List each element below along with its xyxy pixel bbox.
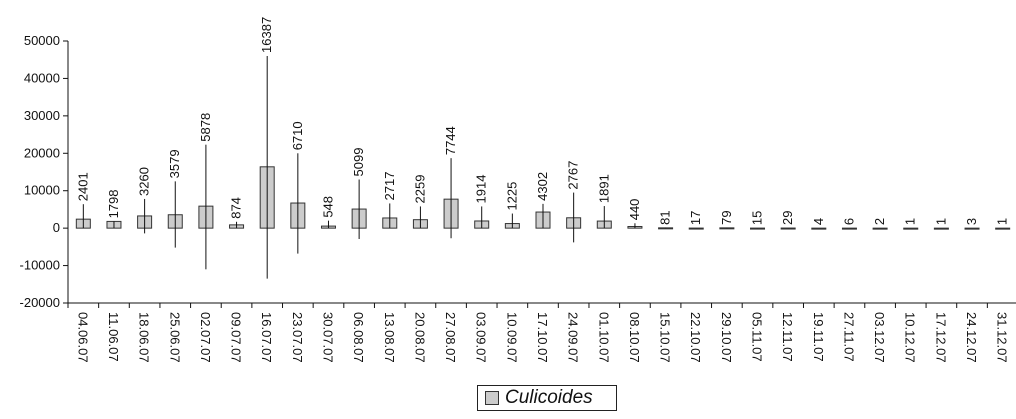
- data-label: 5099: [351, 148, 366, 177]
- y-tick-label: 0: [53, 220, 60, 235]
- data-label: 1: [995, 218, 1010, 225]
- y-tick-label: 20000: [24, 145, 60, 160]
- y-tick-label: 10000: [24, 183, 60, 198]
- data-label: 17: [688, 211, 703, 225]
- bar: [780, 227, 796, 230]
- y-tick-label: -20000: [20, 295, 60, 310]
- bar: [933, 227, 949, 230]
- x-tick-label: 05.11.07: [750, 312, 765, 362]
- data-label: 548: [320, 196, 335, 218]
- x-tick-label: 08.10.07: [627, 312, 642, 363]
- bar: [995, 227, 1011, 230]
- legend-swatch: [485, 391, 499, 405]
- x-tick-label: 03.09.07: [474, 312, 489, 363]
- data-label: 16387: [259, 17, 274, 53]
- bar: [872, 227, 888, 230]
- data-label: 1891: [596, 174, 611, 203]
- data-label: 4302: [535, 172, 550, 201]
- x-tick-label: 06.08.07: [351, 312, 366, 363]
- data-label: 81: [658, 210, 673, 224]
- data-label: 2259: [412, 175, 427, 204]
- y-tick-label: 40000: [24, 70, 60, 85]
- x-tick-label: 03.12.07: [872, 312, 887, 363]
- data-label: 1225: [504, 182, 519, 211]
- data-label: 7744: [443, 126, 458, 155]
- x-tick-label: 23.07.07: [290, 312, 305, 363]
- data-label: 15: [750, 211, 765, 225]
- bar: [811, 227, 827, 230]
- x-tick-label: 31.12.07: [995, 312, 1010, 363]
- x-tick-label: 09.07.07: [229, 312, 244, 363]
- x-tick-label: 15.10.07: [658, 312, 673, 363]
- x-tick-label: 18.06.07: [137, 312, 152, 363]
- data-label: 440: [627, 199, 642, 221]
- x-tick-label: 24.09.07: [566, 312, 581, 363]
- y-tick-label: -10000: [20, 258, 60, 273]
- x-tick-label: 01.10.07: [596, 312, 611, 363]
- x-tick-label: 10.12.07: [903, 312, 918, 363]
- x-tick-label: 13.08.07: [382, 312, 397, 363]
- data-label: 1: [933, 218, 948, 225]
- x-tick-label: 02.07.07: [198, 312, 213, 363]
- x-tick-label: 04.06.07: [75, 312, 90, 363]
- x-tick-label: 20.08.07: [412, 312, 427, 363]
- data-label: 3260: [137, 167, 152, 196]
- data-label: 2401: [75, 172, 90, 201]
- x-tick-label: 25.06.07: [167, 312, 182, 363]
- data-label: 5878: [198, 113, 213, 142]
- x-tick-label: 17.10.07: [535, 312, 550, 363]
- data-label: 874: [229, 197, 244, 219]
- data-label: 1798: [106, 189, 121, 218]
- x-tick-label: 19.11.07: [811, 312, 826, 362]
- y-tick-label: 50000: [24, 33, 60, 48]
- data-label: 3: [964, 218, 979, 225]
- data-label: 79: [719, 210, 734, 224]
- x-tick-label: 16.07.07: [259, 312, 274, 363]
- data-label: 1914: [474, 175, 489, 204]
- data-label: 6: [841, 218, 856, 225]
- bar: [903, 227, 919, 230]
- x-tick-label: 22.10.07: [688, 312, 703, 363]
- x-tick-label: 11.06.07: [106, 312, 121, 362]
- x-tick-label: 17.12.07: [933, 312, 948, 363]
- data-label: 6710: [290, 121, 305, 150]
- data-label: 2767: [566, 161, 581, 190]
- x-tick-label: 29.10.07: [719, 312, 734, 363]
- x-tick-label: 10.09.07: [504, 312, 519, 363]
- x-tick-label: 30.07.07: [320, 312, 335, 363]
- x-tick-label: 12.11.07: [780, 312, 795, 362]
- x-tick-label: 24.12.07: [964, 312, 979, 363]
- x-tick-label: 27.08.07: [443, 312, 458, 363]
- legend-label: Culicoides: [505, 387, 593, 408]
- data-label: 2: [872, 218, 887, 225]
- data-label: 1: [903, 218, 918, 225]
- data-label: 4: [811, 218, 826, 225]
- x-tick-label: 27.11.07: [841, 312, 856, 362]
- y-tick-label: 30000: [24, 108, 60, 123]
- legend: Culicoides: [477, 385, 617, 411]
- bar: [964, 227, 980, 230]
- data-label: 2717: [382, 172, 397, 201]
- bar: [841, 227, 857, 230]
- bar: [688, 227, 704, 230]
- data-label: 29: [780, 211, 795, 225]
- data-label: 3579: [167, 149, 182, 178]
- bar: [750, 227, 766, 230]
